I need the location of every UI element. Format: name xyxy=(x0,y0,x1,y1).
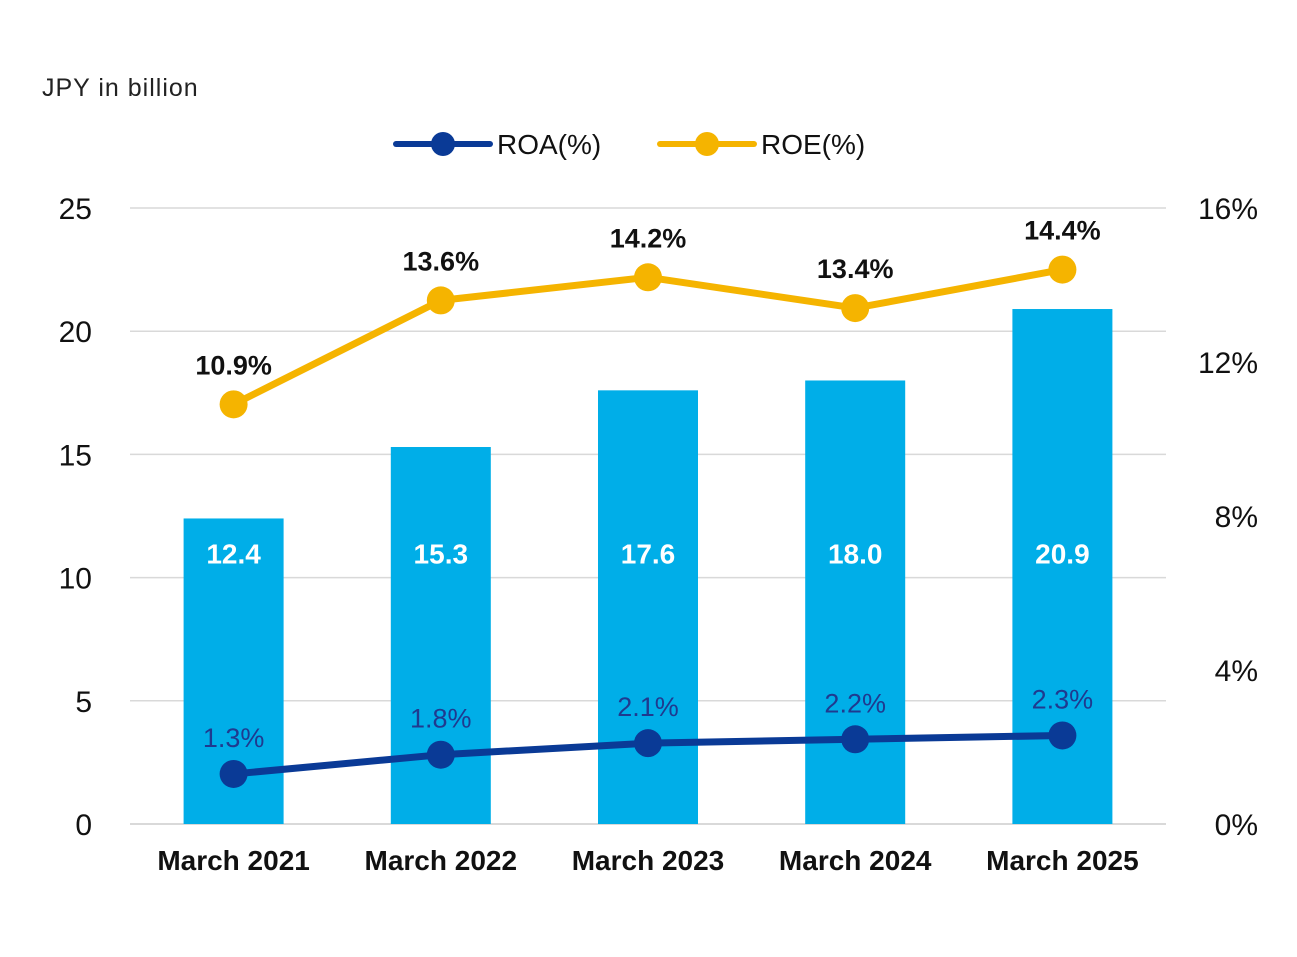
bar-value-label: 20.9 xyxy=(1035,539,1090,570)
bar xyxy=(805,380,906,824)
series-point xyxy=(634,729,662,758)
series-point xyxy=(1048,721,1077,750)
point-value-label: 1.8% xyxy=(410,704,472,734)
point-value-label: 1.3% xyxy=(203,723,265,753)
left-tick-label: 20 xyxy=(59,316,92,349)
series-point xyxy=(426,740,455,769)
series-point xyxy=(426,286,455,315)
legend-item-roe: ROE(%) xyxy=(657,129,865,160)
legend: ROA(%) ROE(%) xyxy=(393,129,865,160)
series-point xyxy=(634,263,662,292)
category-axis: March 2021 March 2022 March 2023 March 2024… xyxy=(157,845,1138,876)
left-tick-label: 0 xyxy=(75,809,92,842)
left-tick-label: 25 xyxy=(59,193,92,226)
point-value-label: 14.2% xyxy=(610,223,687,253)
right-axis: 0% 4% 8% 12% 16% xyxy=(1198,193,1258,842)
point-value-label: 14.4% xyxy=(1024,216,1101,246)
legend-roa-swatch-marker xyxy=(431,132,455,156)
line-series: 10.9% 13.6% 14.2% 13.4% 14.4% 1.3% 1.8% 2.1% 2.2… xyxy=(195,216,1101,788)
series-point xyxy=(219,759,248,788)
left-tick-label: 15 xyxy=(59,439,92,472)
point-value-label: 2.2% xyxy=(824,688,886,718)
point-value-label: 10.9% xyxy=(195,350,272,380)
series-point xyxy=(1048,255,1077,284)
bar-value-label: 12.4 xyxy=(206,539,261,570)
bar-value-label: 17.6 xyxy=(621,539,676,570)
bar-value-label: 18.0 xyxy=(828,539,883,570)
series-point xyxy=(841,294,870,323)
right-tick-label: 16% xyxy=(1198,193,1258,226)
legend-roe-swatch-marker xyxy=(695,132,719,156)
category-label: March 2022 xyxy=(365,845,518,876)
right-tick-label: 12% xyxy=(1198,347,1258,380)
legend-roa-label: ROA(%) xyxy=(497,129,601,160)
category-label: March 2024 xyxy=(779,845,932,876)
right-tick-label: 4% xyxy=(1215,655,1258,688)
category-label: March 2025 xyxy=(986,845,1139,876)
point-value-label: 2.1% xyxy=(617,692,679,722)
legend-item-roa: ROA(%) xyxy=(393,129,601,160)
right-tick-label: 0% xyxy=(1215,809,1258,842)
left-axis: 0 5 10 15 20 25 xyxy=(59,193,92,842)
left-tick-label: 5 xyxy=(75,686,92,719)
point-value-label: 2.3% xyxy=(1032,684,1094,714)
left-tick-label: 10 xyxy=(59,563,92,596)
bar xyxy=(598,390,698,824)
bar-value-label: 15.3 xyxy=(414,539,469,570)
series-point xyxy=(219,390,248,419)
unit-label: JPY in billion xyxy=(42,74,199,102)
point-value-label: 13.6% xyxy=(403,246,480,276)
legend-roe-label: ROE(%) xyxy=(761,129,865,160)
right-tick-label: 8% xyxy=(1215,501,1258,534)
series-point xyxy=(841,725,870,754)
category-label: March 2023 xyxy=(572,845,725,876)
category-label: March 2021 xyxy=(157,845,310,876)
point-value-label: 13.4% xyxy=(817,254,894,284)
